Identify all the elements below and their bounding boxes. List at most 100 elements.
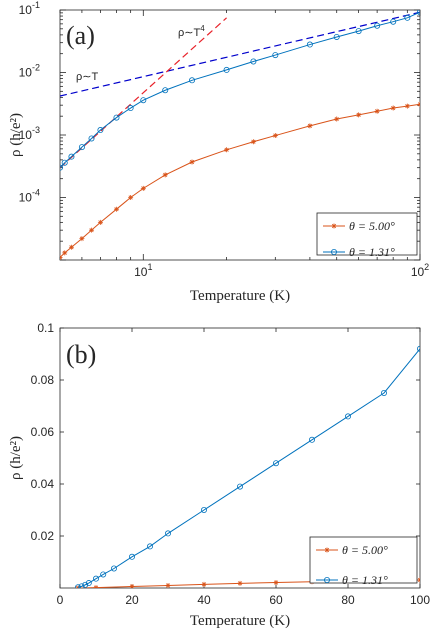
data-point	[78, 583, 85, 588]
data-point	[60, 164, 63, 171]
y-tick-label: 0.04	[31, 477, 55, 491]
y-tick-label: 0.02	[31, 529, 55, 543]
data-point	[62, 250, 68, 256]
reference-line	[60, 17, 227, 169]
panel-label: (b)	[66, 340, 96, 369]
data-point	[128, 553, 135, 560]
y-axis-label: ρ (h/e²)	[8, 113, 24, 157]
data-point	[417, 101, 420, 107]
series-line	[60, 11, 420, 169]
data-point	[68, 244, 74, 250]
data-point	[250, 139, 256, 145]
data-point	[113, 206, 119, 212]
x-tick-label: 100	[410, 593, 430, 607]
x-tick-label: 40	[197, 593, 211, 607]
data-point	[75, 584, 81, 588]
data-point	[374, 108, 380, 114]
data-point	[82, 581, 89, 588]
data-point	[417, 10, 420, 16]
y-tick-label: 10-1	[19, 0, 40, 17]
data-point	[404, 103, 410, 109]
panel-label: (a)	[66, 21, 95, 50]
data-point	[200, 506, 207, 513]
data-point	[374, 22, 381, 29]
data-point	[390, 105, 396, 111]
data-point	[390, 18, 397, 25]
data-point	[129, 583, 135, 588]
data-point	[417, 577, 420, 583]
legend-entry: θ = 1.31°	[349, 245, 395, 259]
y-tick-label: 10-2	[19, 63, 40, 80]
y-tick-label: 0.08	[31, 373, 55, 387]
data-point	[113, 114, 120, 121]
y-tick-label: 10-4	[19, 188, 40, 205]
data-point	[272, 52, 279, 59]
x-axis-label: Temperature (K)	[190, 288, 290, 304]
data-point	[140, 97, 147, 104]
data-point	[68, 153, 75, 160]
data-point	[100, 571, 107, 578]
data-point	[237, 580, 243, 586]
data-point	[128, 195, 134, 200]
data-point	[404, 14, 411, 21]
annotation-rho-t: ρ∼T	[76, 71, 98, 83]
data-point	[162, 172, 168, 178]
data-point	[273, 580, 279, 586]
legend-entry: θ = 5.00°	[349, 219, 395, 233]
data-point	[127, 105, 134, 112]
data-point	[97, 127, 104, 134]
y-axis-label: ρ (h/e²)	[8, 436, 24, 480]
data-point	[250, 58, 257, 65]
x-axis-label: Temperature (K)	[190, 613, 290, 629]
y-tick-label: 0.1	[37, 321, 54, 335]
reference-line	[60, 11, 420, 97]
axes-box	[59, 327, 421, 589]
data-point	[93, 575, 100, 582]
data-point	[162, 87, 169, 94]
data-point	[417, 345, 420, 352]
data-point	[61, 159, 68, 166]
x-tick-label: 60	[269, 593, 283, 607]
data-point	[79, 236, 85, 242]
data-point	[355, 28, 362, 35]
data-point	[306, 41, 313, 48]
x-tick-label: 0	[57, 593, 64, 607]
x-tick-label: 20	[125, 593, 139, 607]
legend-entry: θ = 1.31°	[342, 573, 388, 587]
data-point	[223, 66, 230, 73]
data-point	[93, 585, 99, 588]
data-point	[164, 530, 171, 537]
data-point	[334, 116, 340, 122]
data-point	[224, 147, 230, 153]
data-point	[272, 133, 278, 139]
data-point	[344, 413, 351, 420]
annotation-rho-t4: ρ∼T4	[178, 24, 205, 39]
data-point	[356, 112, 362, 118]
data-point	[165, 582, 171, 588]
data-point	[111, 565, 118, 572]
data-point	[88, 135, 95, 142]
data-point	[60, 254, 63, 260]
data-point	[333, 33, 340, 40]
data-point	[146, 543, 153, 550]
data-point	[78, 144, 85, 151]
legend: θ = 5.00° θ = 1.31°	[316, 212, 418, 259]
data-point	[272, 460, 279, 467]
legend: θ = 5.00° θ = 1.31°	[309, 536, 418, 587]
x-tick-label: 102	[411, 262, 429, 279]
data-point	[189, 77, 196, 84]
chart-panel-b: 0 20 40 60 80 100 0.02 0.04 0.06 0.08 0.1 Temperatu…	[8, 321, 430, 629]
data-point	[89, 227, 95, 233]
data-point	[201, 581, 207, 587]
x-tick-label: 80	[341, 593, 355, 607]
data-point	[97, 219, 103, 225]
data-point	[140, 185, 146, 191]
data-point	[85, 580, 92, 587]
data-point	[380, 389, 387, 396]
legend-entry: θ = 5.00°	[342, 543, 388, 557]
y-tick-label: 0.06	[31, 425, 55, 439]
data-point	[189, 159, 195, 165]
x-tick-label: 101	[134, 262, 152, 279]
